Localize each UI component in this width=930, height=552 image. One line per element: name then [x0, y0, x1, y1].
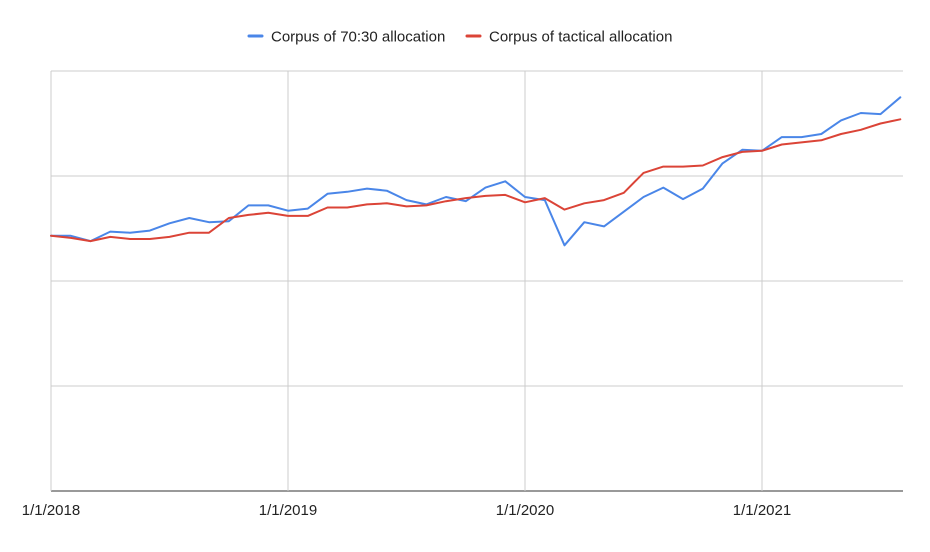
x-axis: 1/1/2018 1/1/2019 1/1/2020 1/1/2021 [22, 502, 791, 519]
x-tick-label: 1/1/2021 [733, 502, 791, 519]
series-layer [50, 96, 902, 247]
legend-label: Corpus of tactical allocation [489, 29, 672, 46]
series-line-1 [50, 96, 902, 247]
legend: Corpus of 70:30 allocation Corpus of tact… [247, 29, 672, 46]
series-line-2 [50, 118, 902, 243]
x-tick-label: 1/1/2020 [496, 502, 554, 519]
x-tick-label: 1/1/2019 [259, 502, 317, 519]
legend-label: Corpus of 70:30 allocation [271, 29, 445, 46]
x-tick-label: 1/1/2018 [22, 502, 80, 519]
horizontal-gridlines [51, 70, 903, 492]
legend-item-2: Corpus of tactical allocation [465, 29, 672, 46]
legend-item-1: Corpus of 70:30 allocation [247, 29, 445, 46]
vertical-gridlines [50, 71, 763, 491]
